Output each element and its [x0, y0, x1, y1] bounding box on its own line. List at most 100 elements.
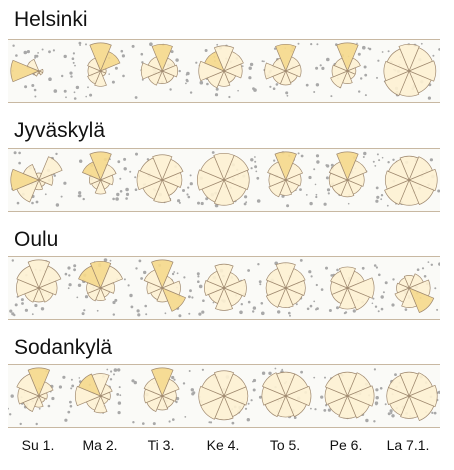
rain-dot: [185, 73, 188, 76]
rain-dot: [119, 394, 122, 397]
wind-sector: [213, 370, 235, 397]
wind-rose: [383, 44, 437, 97]
rain-dot: [371, 302, 374, 305]
rain-dot: [103, 258, 108, 262]
wind-rose: [143, 259, 187, 312]
rain-dot: [391, 414, 395, 418]
rain-dot: [178, 314, 182, 318]
wind-sector: [78, 373, 102, 397]
wind-sector: [38, 265, 62, 289]
rain-dot: [375, 199, 379, 203]
rain-dot: [175, 400, 178, 404]
rain-dot: [361, 266, 365, 270]
rain-dot: [189, 182, 193, 186]
rain-dot: [61, 74, 64, 78]
rain-dot: [55, 203, 60, 207]
rain-dot: [20, 298, 24, 302]
wind-sector: [197, 169, 225, 191]
wind-sector: [401, 287, 418, 308]
wind-sector: [38, 70, 44, 76]
wind-sector: [99, 164, 117, 181]
rain-dot: [64, 272, 68, 276]
rain-dot: [381, 156, 384, 159]
wind-sector: [161, 172, 183, 188]
rain-dot: [189, 91, 193, 94]
rain-dot: [314, 183, 317, 186]
wind-sector: [99, 383, 113, 397]
rain-dot: [253, 88, 257, 92]
day-label-thursday: To 5.: [269, 437, 301, 453]
wind-sector: [89, 151, 112, 181]
wind-sector: [99, 174, 114, 186]
rain-dot: [386, 204, 389, 207]
rain-dot: [164, 312, 167, 315]
wind-sector: [198, 60, 225, 82]
wind-sector: [214, 263, 234, 289]
rain-dot: [48, 77, 52, 81]
rain-dot: [120, 49, 124, 53]
wind-sector: [384, 70, 410, 97]
rain-dot: [252, 306, 257, 310]
wind-sector: [151, 259, 174, 289]
rain-dot: [256, 176, 260, 180]
rain-dot: [277, 310, 281, 314]
rain-dot: [121, 54, 125, 58]
rain-dot: [250, 167, 253, 170]
rain-dot: [261, 311, 265, 316]
rain-dot: [423, 275, 427, 278]
rain-dot: [73, 97, 77, 100]
rain-dot: [248, 76, 252, 80]
rain-dot: [114, 66, 118, 70]
rain-dot: [252, 310, 255, 313]
wind-rose: [16, 367, 54, 412]
rain-dot: [258, 280, 262, 284]
rain-dot: [372, 297, 375, 300]
wind-sector: [346, 385, 375, 407]
wind-sector: [408, 60, 437, 82]
rain-dot: [51, 396, 55, 401]
rain-dot: [275, 83, 279, 86]
rain-dot: [141, 78, 144, 81]
wind-sector: [151, 44, 173, 72]
wind-sector: [10, 168, 40, 192]
rain-dot: [429, 158, 433, 162]
day-label-wednesday: Ke 4.: [206, 437, 240, 453]
rain-dot: [254, 160, 257, 163]
rain-dot: [352, 309, 356, 313]
wind-rose: [261, 371, 312, 418]
wind-sector: [37, 174, 54, 186]
rain-dot: [378, 159, 381, 162]
rain-dot: [84, 295, 89, 299]
rain-dot: [358, 90, 361, 93]
rain-dot: [117, 401, 122, 405]
rain-dot: [244, 407, 248, 410]
rain-dot: [184, 416, 187, 418]
rain-dot: [297, 42, 300, 45]
rain-dot: [214, 93, 219, 97]
rain-dot: [261, 60, 264, 63]
wind-rose: [140, 44, 179, 86]
wind-sector: [26, 58, 40, 72]
rain-dot: [170, 50, 174, 54]
rain-dot: [436, 308, 439, 311]
rain-dot: [136, 309, 140, 313]
rain-dot: [72, 52, 75, 55]
rain-dot: [215, 87, 219, 91]
wind-sector: [408, 287, 435, 314]
rain-dot: [134, 176, 137, 179]
rain-dot: [263, 60, 265, 63]
rain-dot: [115, 197, 119, 201]
rain-dot: [211, 151, 215, 154]
rain-dot: [192, 391, 196, 395]
wind-sector: [94, 70, 107, 87]
rain-dot: [34, 95, 37, 98]
wind-sector: [330, 70, 349, 89]
wind-sector: [324, 373, 349, 397]
weekly-band-sodankyla: [8, 364, 440, 428]
rain-dot: [111, 80, 115, 84]
city-title-oulu: Oulu: [14, 228, 59, 251]
rain-dot: [319, 64, 322, 67]
wind-sector: [27, 259, 51, 289]
day-label-tuesday: Ti 3.: [147, 437, 175, 453]
rain-dot: [26, 50, 30, 54]
